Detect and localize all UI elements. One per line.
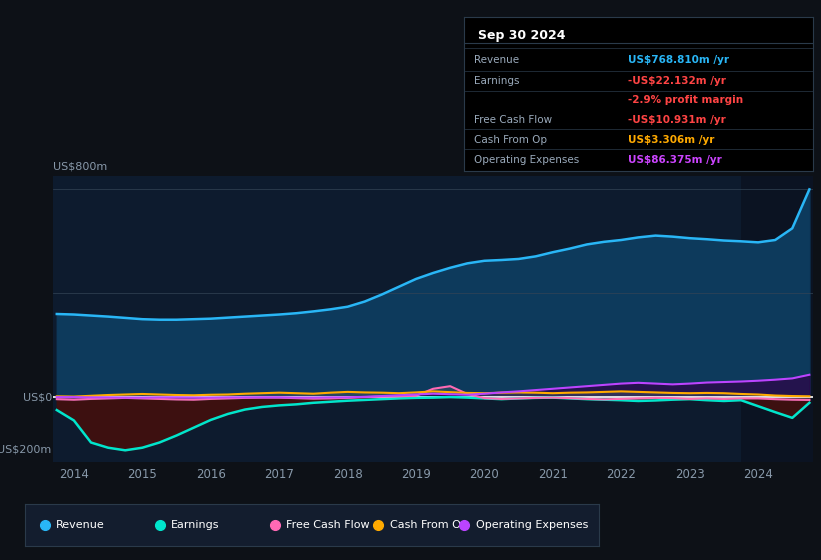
Text: US$86.375m /yr: US$86.375m /yr xyxy=(628,155,722,165)
Text: -US$10.931m /yr: -US$10.931m /yr xyxy=(628,115,726,125)
Text: Earnings: Earnings xyxy=(475,77,520,86)
Text: Sep 30 2024: Sep 30 2024 xyxy=(478,29,566,42)
Text: Free Cash Flow: Free Cash Flow xyxy=(286,520,369,530)
Text: US$0: US$0 xyxy=(23,392,52,402)
Text: Free Cash Flow: Free Cash Flow xyxy=(475,115,553,125)
Text: US$768.810m /yr: US$768.810m /yr xyxy=(628,55,729,65)
Text: Revenue: Revenue xyxy=(56,520,105,530)
Bar xyxy=(741,176,813,462)
Text: -US$200m: -US$200m xyxy=(0,444,52,454)
Text: US$800m: US$800m xyxy=(53,161,108,171)
Text: Revenue: Revenue xyxy=(475,55,520,65)
Text: US$3.306m /yr: US$3.306m /yr xyxy=(628,135,714,145)
Text: -US$22.132m /yr: -US$22.132m /yr xyxy=(628,77,726,86)
Text: Operating Expenses: Operating Expenses xyxy=(475,155,580,165)
Text: Cash From Op: Cash From Op xyxy=(389,520,467,530)
Text: -2.9% profit margin: -2.9% profit margin xyxy=(628,95,743,105)
Text: Cash From Op: Cash From Op xyxy=(475,135,548,145)
Text: Operating Expenses: Operating Expenses xyxy=(476,520,588,530)
Text: Earnings: Earnings xyxy=(172,520,220,530)
